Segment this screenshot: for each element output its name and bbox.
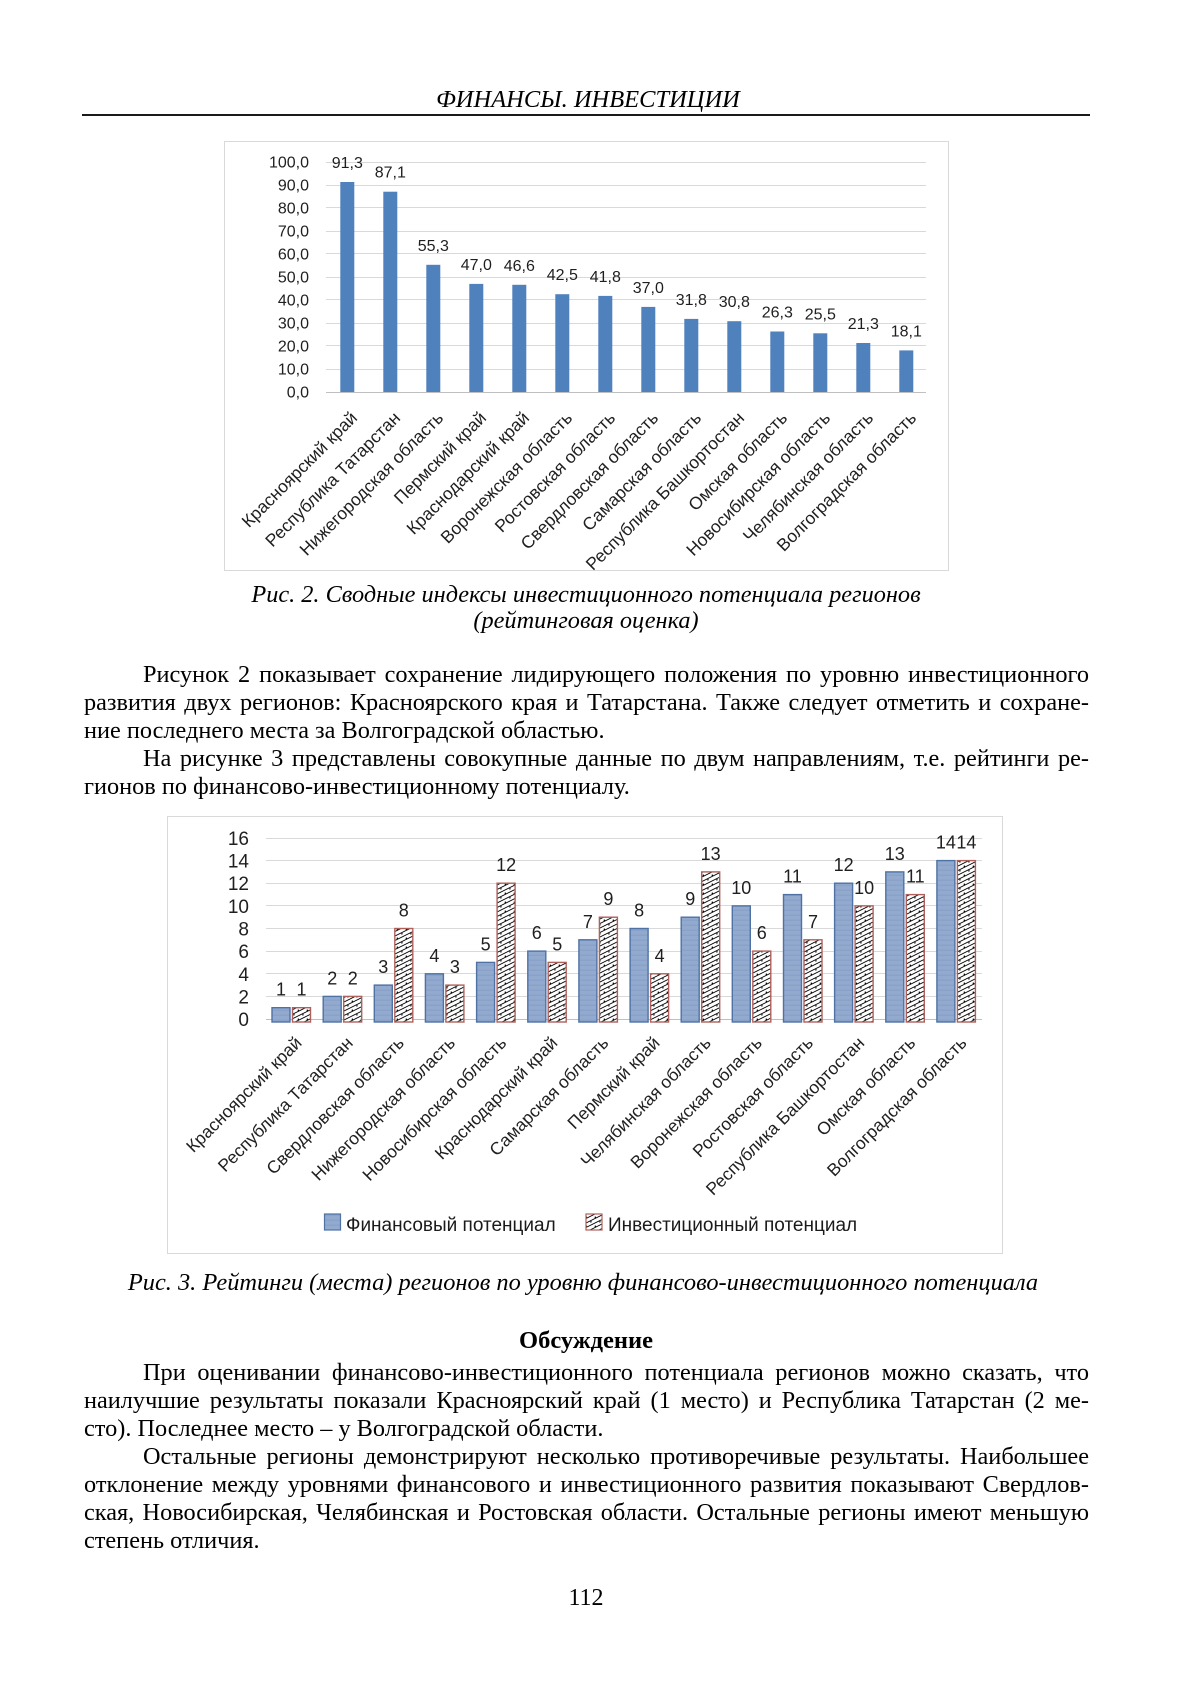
- svg-text:20,0: 20,0: [278, 339, 309, 356]
- svg-text:21,3: 21,3: [848, 316, 879, 333]
- svg-text:12: 12: [496, 855, 516, 875]
- svg-text:1: 1: [296, 980, 306, 1000]
- svg-text:55,3: 55,3: [418, 238, 449, 255]
- svg-text:2: 2: [327, 968, 337, 988]
- svg-text:25,5: 25,5: [805, 306, 836, 323]
- svg-text:3: 3: [378, 957, 388, 977]
- svg-text:5: 5: [552, 934, 562, 954]
- svg-text:14: 14: [228, 852, 250, 873]
- svg-text:40,0: 40,0: [278, 293, 309, 310]
- svg-text:10: 10: [731, 878, 751, 898]
- svg-text:60,0: 60,0: [278, 247, 309, 264]
- svg-text:9: 9: [685, 889, 695, 909]
- svg-text:3: 3: [450, 957, 460, 977]
- svg-text:31,8: 31,8: [676, 292, 707, 309]
- svg-text:30,8: 30,8: [719, 294, 750, 311]
- svg-text:7: 7: [583, 912, 593, 932]
- svg-text:4: 4: [429, 946, 439, 966]
- svg-text:13: 13: [885, 844, 905, 864]
- svg-text:2: 2: [238, 987, 249, 1008]
- svg-text:46,6: 46,6: [504, 258, 535, 275]
- svg-text:70,0: 70,0: [278, 224, 309, 241]
- svg-text:9: 9: [603, 889, 613, 909]
- svg-text:80,0: 80,0: [278, 201, 309, 218]
- svg-text:4: 4: [655, 946, 665, 966]
- svg-text:4: 4: [238, 965, 249, 986]
- svg-text:37,0: 37,0: [633, 280, 664, 297]
- svg-text:6: 6: [757, 923, 767, 943]
- svg-text:6: 6: [238, 942, 249, 963]
- svg-text:91,3: 91,3: [332, 155, 363, 172]
- svg-text:47,0: 47,0: [461, 257, 492, 274]
- svg-text:Инвестиционный потенциал: Инвестиционный потенциал: [608, 1215, 857, 1236]
- svg-text:8: 8: [634, 901, 644, 921]
- svg-text:41,8: 41,8: [590, 269, 621, 286]
- svg-text:100,0: 100,0: [269, 155, 309, 172]
- svg-text:42,5: 42,5: [547, 267, 578, 284]
- svg-text:14: 14: [936, 833, 956, 853]
- svg-text:30,0: 30,0: [278, 316, 309, 333]
- svg-text:0: 0: [238, 1010, 249, 1031]
- svg-text:11: 11: [906, 867, 925, 887]
- svg-text:10,0: 10,0: [278, 362, 309, 379]
- svg-text:5: 5: [481, 934, 491, 954]
- svg-text:8: 8: [399, 901, 409, 921]
- svg-text:14: 14: [956, 833, 976, 853]
- svg-text:16: 16: [228, 829, 249, 850]
- svg-text:0,0: 0,0: [287, 385, 309, 402]
- svg-text:18,1: 18,1: [891, 323, 922, 340]
- svg-text:26,3: 26,3: [762, 305, 793, 322]
- svg-text:2: 2: [348, 968, 358, 988]
- svg-text:11: 11: [783, 867, 802, 887]
- svg-text:87,1: 87,1: [375, 165, 406, 182]
- svg-text:12: 12: [228, 874, 249, 895]
- svg-text:Финансовый потенциал: Финансовый потенциал: [346, 1215, 556, 1236]
- svg-text:1: 1: [276, 980, 286, 1000]
- svg-text:90,0: 90,0: [278, 178, 309, 195]
- svg-text:8: 8: [238, 920, 249, 941]
- svg-text:50,0: 50,0: [278, 270, 309, 287]
- svg-text:12: 12: [834, 855, 854, 875]
- svg-text:7: 7: [808, 912, 818, 932]
- svg-text:13: 13: [701, 844, 721, 864]
- svg-text:6: 6: [532, 923, 542, 943]
- svg-text:10: 10: [228, 897, 249, 918]
- svg-text:10: 10: [854, 878, 874, 898]
